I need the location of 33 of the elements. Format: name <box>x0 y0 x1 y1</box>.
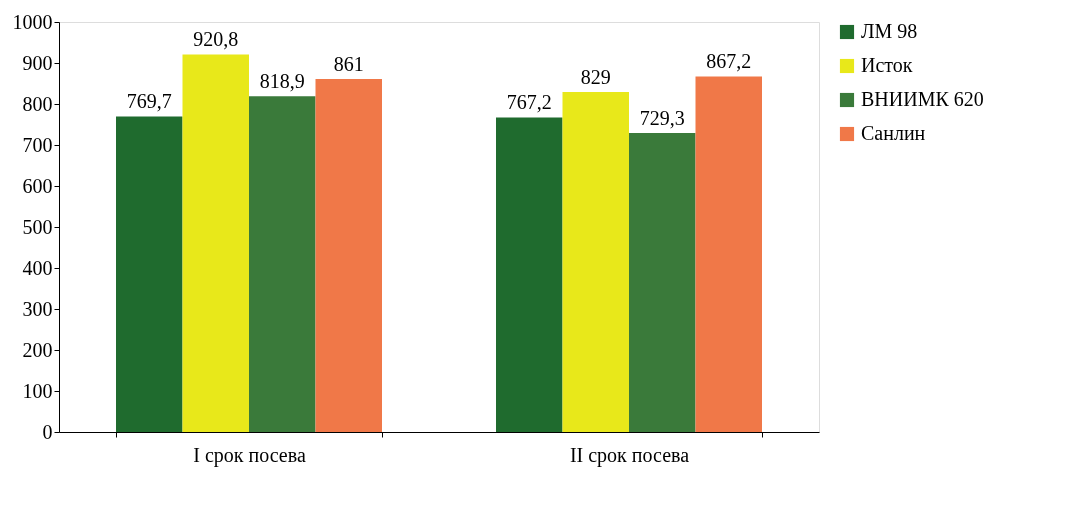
x-tick-label: II срок посева <box>569 443 690 467</box>
y-tick-label: 400 <box>22 256 53 279</box>
bar <box>496 117 563 432</box>
y-tick-label: 700 <box>22 133 53 156</box>
legend-label: Исток <box>861 54 913 76</box>
y-tick-label: 600 <box>22 174 53 197</box>
bar <box>315 78 382 432</box>
y-tick-label: 500 <box>22 215 53 238</box>
x-tick-label: I срок посева <box>193 443 306 467</box>
data-label: 829 <box>580 66 611 89</box>
bar <box>116 116 183 432</box>
bar <box>629 132 696 432</box>
bar <box>249 96 316 432</box>
legend-label: Санлин <box>861 122 926 144</box>
data-label: 861 <box>333 52 364 75</box>
bar <box>562 92 629 432</box>
data-label: 769,7 <box>126 90 172 113</box>
bar <box>182 54 249 432</box>
data-label: 729,3 <box>639 106 685 129</box>
data-label: 867,2 <box>706 50 752 73</box>
legend-label: ЛМ 98 <box>861 20 918 42</box>
y-tick-label: 100 <box>22 379 53 402</box>
y-tick-label: 1000 <box>12 10 53 33</box>
data-label: 920,8 <box>193 28 239 51</box>
bar <box>695 76 762 432</box>
y-tick-label: 300 <box>22 297 53 320</box>
data-label: 818,9 <box>259 70 305 93</box>
y-tick-label: 200 <box>22 338 53 361</box>
y-tick-label: 900 <box>22 51 53 74</box>
y-tick-label: 800 <box>22 92 53 115</box>
legend-label: ВНИИМК 620 <box>861 88 984 110</box>
data-label: 767,2 <box>506 91 552 114</box>
y-tick-label: 0 <box>42 420 53 443</box>
